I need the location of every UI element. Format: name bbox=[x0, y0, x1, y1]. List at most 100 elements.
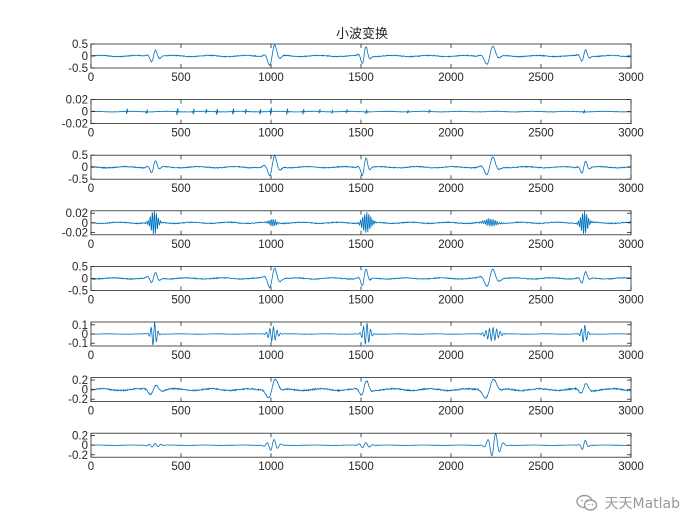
x-tick-label: 1000 bbox=[258, 183, 284, 195]
x-tick-label: 2500 bbox=[528, 128, 554, 140]
y-tick-label: 0.02 bbox=[66, 208, 88, 220]
x-tick-label: 3000 bbox=[618, 239, 644, 251]
x-tick-label: 1000 bbox=[258, 350, 284, 362]
series-line-detail-2 bbox=[91, 210, 631, 235]
x-tick-label: 0 bbox=[88, 183, 94, 195]
x-tick-label: 1000 bbox=[258, 72, 284, 84]
y-tick-label: 0 bbox=[82, 107, 88, 119]
series-line-detail-4 bbox=[91, 433, 631, 457]
y-tick-label: -0.2 bbox=[68, 394, 88, 406]
x-tick-label: 1500 bbox=[348, 128, 374, 140]
x-tick-label: 3000 bbox=[618, 294, 644, 306]
x-tick-label: 500 bbox=[171, 128, 190, 140]
x-tick-label: 2000 bbox=[438, 461, 464, 473]
x-tick-label: 3000 bbox=[618, 183, 644, 195]
y-tick-label: 0 bbox=[82, 440, 88, 452]
x-tick-label: 1500 bbox=[348, 350, 374, 362]
y-tick-label: 0.5 bbox=[72, 261, 88, 273]
y-tick-label: -0.2 bbox=[68, 450, 88, 462]
watermark-text: 天天Matlab bbox=[604, 496, 680, 512]
x-tick-label: 2000 bbox=[438, 183, 464, 195]
watermark: 天天Matlab bbox=[576, 493, 680, 513]
x-tick-label: 2000 bbox=[438, 406, 464, 418]
x-tick-label: 3000 bbox=[618, 461, 644, 473]
x-tick-label: 3000 bbox=[618, 72, 644, 84]
x-tick-label: 0 bbox=[88, 350, 94, 362]
x-tick-label: 2000 bbox=[438, 72, 464, 84]
x-tick-label: 0 bbox=[88, 239, 94, 251]
x-tick-label: 2500 bbox=[528, 294, 554, 306]
x-tick-label: 2000 bbox=[438, 350, 464, 362]
y-tick-label: 0.2 bbox=[72, 375, 88, 387]
x-tick-label: 2500 bbox=[528, 239, 554, 251]
y-tick-label: 0.5 bbox=[72, 150, 88, 162]
y-tick-label: 0.5 bbox=[72, 39, 88, 51]
y-tick-label: -0.5 bbox=[68, 174, 88, 186]
x-tick-label: 1000 bbox=[258, 294, 284, 306]
x-tick-label: 1000 bbox=[258, 239, 284, 251]
series-line-detail-1 bbox=[91, 107, 631, 116]
x-tick-label: 500 bbox=[171, 406, 190, 418]
x-tick-label: 500 bbox=[171, 72, 190, 84]
y-tick-label: -0.02 bbox=[62, 227, 88, 239]
x-tick-label: 2500 bbox=[528, 406, 554, 418]
series-line-detail-3 bbox=[91, 322, 631, 346]
x-tick-label: 0 bbox=[88, 294, 94, 306]
y-tick-label: 0 bbox=[82, 385, 88, 397]
x-tick-label: 1500 bbox=[348, 406, 374, 418]
y-tick-label: -0.1 bbox=[68, 338, 88, 350]
x-tick-label: 3000 bbox=[618, 350, 644, 362]
x-tick-label: 1500 bbox=[348, 183, 374, 195]
y-tick-label: -0.5 bbox=[68, 63, 88, 75]
x-tick-label: 1500 bbox=[348, 72, 374, 84]
y-tick-label: 0 bbox=[82, 273, 88, 285]
x-tick-label: 2000 bbox=[438, 128, 464, 140]
x-tick-label: 0 bbox=[88, 461, 94, 473]
y-tick-label: 0 bbox=[82, 51, 88, 63]
x-tick-label: 2500 bbox=[528, 183, 554, 195]
x-tick-label: 0 bbox=[88, 128, 94, 140]
wechat-icon bbox=[576, 494, 598, 511]
y-tick-label: 0.02 bbox=[66, 95, 88, 107]
x-tick-label: 500 bbox=[171, 239, 190, 251]
x-tick-label: 2500 bbox=[528, 72, 554, 84]
x-tick-label: 2500 bbox=[528, 461, 554, 473]
x-tick-label: 2000 bbox=[438, 294, 464, 306]
series-line-approx-1 bbox=[91, 155, 631, 177]
y-tick-label: 0 bbox=[82, 218, 88, 230]
x-tick-label: 500 bbox=[171, 294, 190, 306]
x-tick-label: 2500 bbox=[528, 350, 554, 362]
x-tick-label: 1500 bbox=[348, 239, 374, 251]
x-tick-label: 500 bbox=[171, 350, 190, 362]
chart-title: 小波变换 bbox=[336, 26, 388, 42]
x-tick-label: 1500 bbox=[348, 294, 374, 306]
series-line-approx-3 bbox=[91, 378, 631, 399]
x-tick-label: 0 bbox=[88, 406, 94, 418]
x-tick-label: 1000 bbox=[258, 406, 284, 418]
x-tick-label: 1000 bbox=[258, 128, 284, 140]
y-tick-label: 0.2 bbox=[72, 431, 88, 443]
y-tick-label: 0 bbox=[82, 329, 88, 341]
y-tick-label: -0.5 bbox=[68, 285, 88, 297]
y-tick-label: 0.1 bbox=[72, 320, 88, 332]
x-tick-label: 1000 bbox=[258, 461, 284, 473]
series-line-signal bbox=[91, 44, 631, 67]
x-tick-label: 0 bbox=[88, 72, 94, 84]
y-tick-label: -0.02 bbox=[62, 119, 88, 131]
x-tick-label: 3000 bbox=[618, 406, 644, 418]
x-tick-label: 500 bbox=[171, 183, 190, 195]
x-tick-label: 3000 bbox=[618, 128, 644, 140]
y-tick-label: 0 bbox=[82, 162, 88, 174]
series-line-approx-2 bbox=[91, 267, 631, 289]
x-tick-label: 500 bbox=[171, 461, 190, 473]
